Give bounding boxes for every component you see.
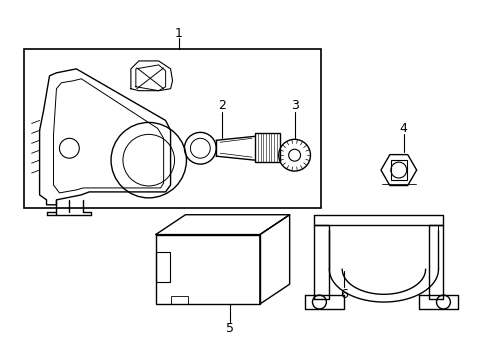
Text: 4: 4 — [399, 122, 407, 135]
Text: 6: 6 — [340, 288, 347, 301]
Text: 5: 5 — [225, 322, 234, 336]
Bar — [254, 133, 279, 162]
Text: 1: 1 — [174, 27, 182, 40]
Text: 2: 2 — [218, 99, 225, 112]
Bar — [24, 49, 321, 208]
Bar — [390, 160, 406, 180]
Bar — [155, 235, 259, 304]
Bar — [155, 252, 169, 282]
Text: 3: 3 — [290, 99, 298, 112]
Bar — [170, 296, 188, 304]
